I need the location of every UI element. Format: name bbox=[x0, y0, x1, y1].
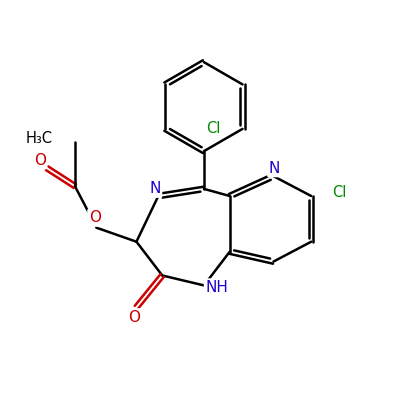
Text: Cl: Cl bbox=[332, 185, 346, 200]
Text: O: O bbox=[89, 210, 101, 225]
Text: NH: NH bbox=[205, 280, 228, 295]
Text: N: N bbox=[150, 181, 161, 196]
Text: Cl: Cl bbox=[206, 121, 221, 136]
Text: H₃C: H₃C bbox=[26, 131, 53, 146]
Text: O: O bbox=[34, 153, 46, 168]
Text: N: N bbox=[268, 161, 280, 176]
Text: O: O bbox=[128, 310, 140, 325]
